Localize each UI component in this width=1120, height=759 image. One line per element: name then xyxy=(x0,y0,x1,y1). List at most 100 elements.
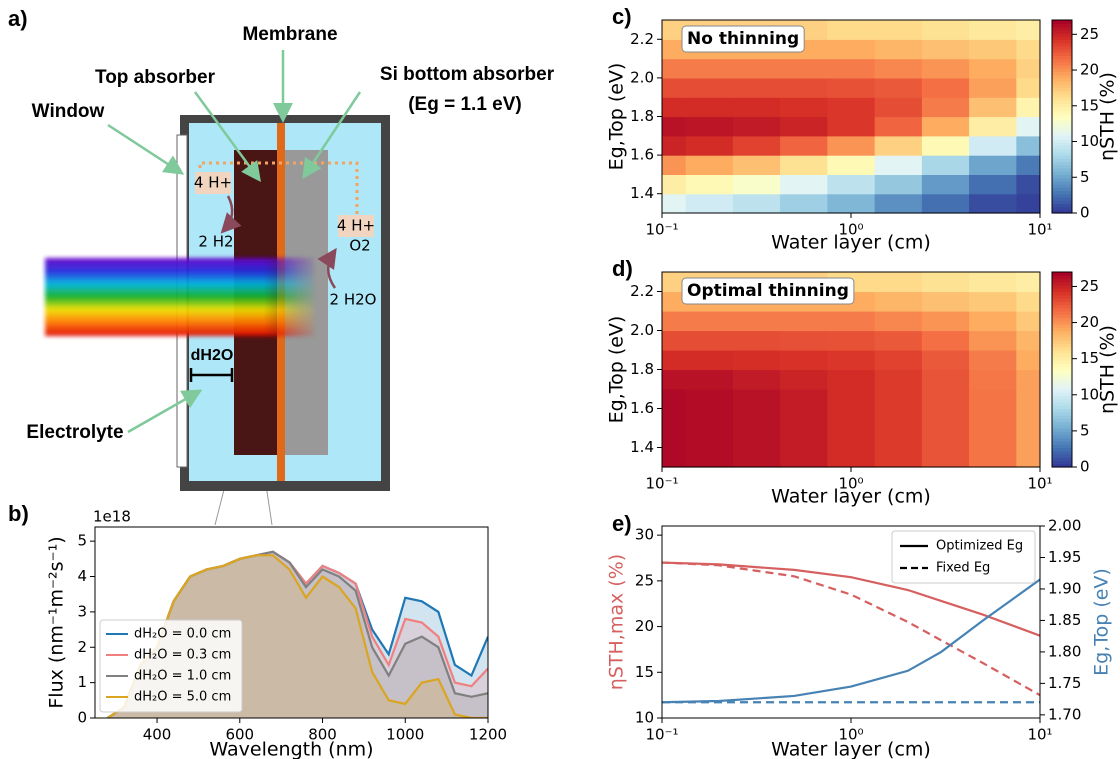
heat-cell xyxy=(685,389,734,410)
x-tick-label: 10¹ xyxy=(1027,726,1052,744)
heat-cell xyxy=(732,389,781,410)
colorbar-segment xyxy=(1052,411,1072,416)
heat-cell xyxy=(780,330,828,351)
y-tick-label: 1.6 xyxy=(630,399,654,417)
heat-cell xyxy=(969,272,1017,293)
colorbar-segment xyxy=(1052,372,1072,377)
line xyxy=(662,561,1040,697)
colorbar-segment xyxy=(1052,379,1072,384)
heat-cell xyxy=(969,447,1017,468)
colorbar-segment xyxy=(1052,337,1072,341)
colorbar-segment xyxy=(1052,167,1072,172)
heat-cell xyxy=(969,408,1017,429)
heat-cell xyxy=(874,447,923,468)
colorbar-segment xyxy=(1052,395,1072,400)
legend-label: Optimized Eg xyxy=(936,539,1023,554)
colorbar-segment xyxy=(1052,424,1072,429)
heat-cell xyxy=(662,20,687,40)
y-tick-label: 2.0 xyxy=(630,68,654,86)
colorbar-segment xyxy=(1052,23,1072,28)
colorbar-segment xyxy=(1052,408,1072,413)
ion-label: 2 H2 xyxy=(198,233,233,251)
colorbar-segment xyxy=(1052,177,1072,182)
colorbar-segment xyxy=(1052,187,1072,192)
heat-cell xyxy=(685,408,734,429)
heat-cell xyxy=(874,155,923,175)
heat-cell xyxy=(969,369,1017,390)
colorbar-segment xyxy=(1052,431,1072,436)
heat-cell xyxy=(1016,330,1041,351)
heat-cell xyxy=(1016,58,1041,79)
colorbar-tick-label: 10 xyxy=(1080,132,1099,150)
colorbar-segment xyxy=(1052,61,1072,66)
colorbar-segment xyxy=(1052,285,1072,289)
heat-cell xyxy=(921,116,970,137)
colorbar-segment xyxy=(1052,389,1072,393)
colorbar-segment xyxy=(1052,68,1072,73)
heat-cell xyxy=(732,174,781,195)
heat-cell xyxy=(732,58,781,79)
colorbar-segment xyxy=(1052,145,1072,150)
y2-tick-label: 2.00 xyxy=(1048,517,1081,535)
heat-cell xyxy=(921,272,970,293)
legend-label: Fixed Eg xyxy=(936,561,990,576)
colorbar-segment xyxy=(1052,190,1072,195)
y-axis-label: Eg,Top (eV) xyxy=(606,316,628,424)
y-tick-label: 2.2 xyxy=(630,30,654,48)
colorbar-segment xyxy=(1052,356,1072,361)
heat-cell xyxy=(662,272,687,293)
heat-cell xyxy=(969,311,1017,332)
heat-cell xyxy=(780,369,828,390)
heat-cell xyxy=(1016,97,1041,118)
colorbar-segment xyxy=(1052,340,1072,345)
colorbar-segment xyxy=(1052,428,1072,432)
reaction-arrow xyxy=(220,195,242,234)
x-axis-label: Water layer (cm) xyxy=(771,486,931,508)
heat-cell xyxy=(1016,135,1041,156)
colorbar-segment xyxy=(1052,317,1072,322)
colorbar-tick-label: 0 xyxy=(1080,204,1090,222)
ion-label: 4 H+ xyxy=(194,174,232,192)
heat-cell xyxy=(827,408,876,429)
heat-cell xyxy=(969,58,1017,79)
label: dH2O xyxy=(191,347,234,364)
colorbar-segment xyxy=(1052,196,1072,201)
heat-cell xyxy=(921,330,970,351)
axes-frame xyxy=(94,526,489,719)
y-tick-label: 0 xyxy=(77,709,87,727)
y-tick-label: 30 xyxy=(635,526,654,544)
line xyxy=(662,561,1040,637)
heat-cell xyxy=(780,447,828,468)
colorbar-segment xyxy=(1052,45,1072,50)
heat-cell xyxy=(662,428,687,449)
colorbar-segment xyxy=(1052,418,1072,423)
heat-cell xyxy=(827,193,876,214)
colorbar-segment xyxy=(1052,330,1072,335)
label: Window xyxy=(32,101,105,122)
heat-cell xyxy=(780,155,828,175)
legend-label: dH₂O = 5.0 cm xyxy=(134,690,231,705)
colorbar-segment xyxy=(1052,119,1072,124)
heat-cell xyxy=(1016,389,1041,410)
colorbar-segment xyxy=(1052,126,1072,130)
y-axis-label: ηSTH,max (%) xyxy=(606,554,628,690)
colorbar-segment xyxy=(1052,460,1072,465)
heat-cell xyxy=(732,77,781,98)
colorbar-segment xyxy=(1052,87,1072,92)
heat-cell xyxy=(874,58,923,79)
heat-cell xyxy=(1016,272,1041,293)
panel-label: d) xyxy=(612,256,633,281)
colorbar-segment xyxy=(1052,382,1072,387)
colorbar-segment xyxy=(1052,32,1072,37)
heat-cell xyxy=(969,77,1017,98)
heat-cell xyxy=(662,389,687,410)
heat-cell xyxy=(969,389,1017,410)
colorbar-segment xyxy=(1052,457,1072,462)
y-tick-label: 1.6 xyxy=(630,146,654,164)
heat-cell xyxy=(1016,428,1041,449)
colorbar-segment xyxy=(1052,142,1072,147)
y-tick-label: 2 xyxy=(77,638,87,656)
colorbar-segment xyxy=(1052,65,1072,69)
heat-cell xyxy=(685,174,734,195)
